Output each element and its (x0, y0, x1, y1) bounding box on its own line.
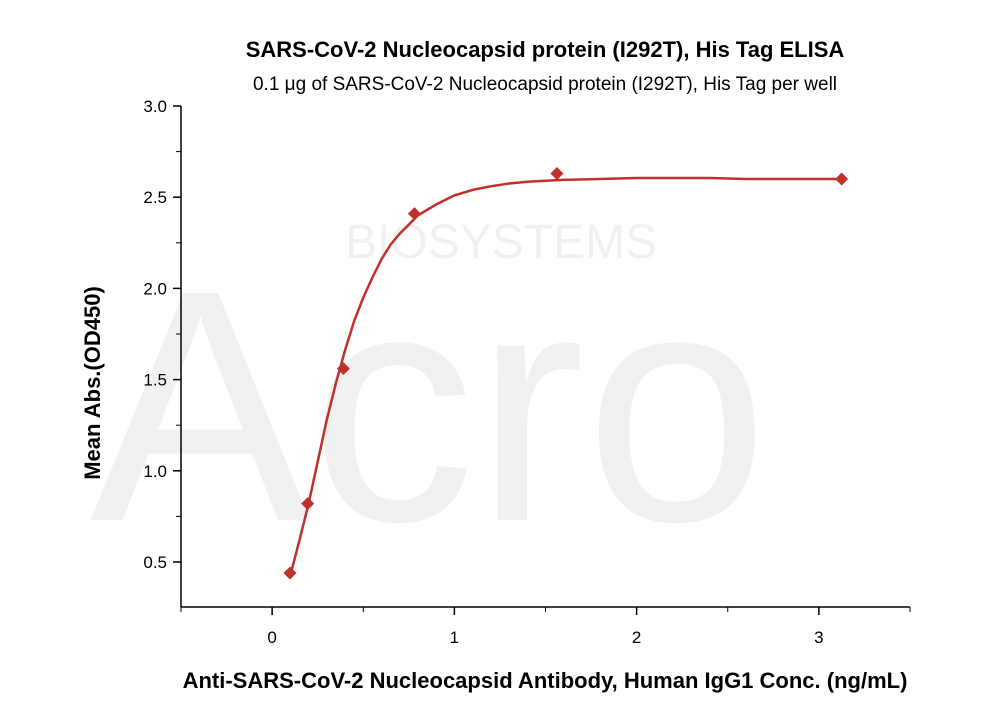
data-point (336, 362, 350, 376)
x-tick-label: 1 (450, 628, 459, 647)
y-tick-label: 3.0 (143, 97, 167, 116)
x-tick-label: 3 (814, 628, 823, 647)
data-point (835, 172, 849, 186)
x-axis-label: Anti-SARS-CoV-2 Nucleocapsid Antibody, H… (183, 668, 908, 693)
y-axis-ticks: 0.5 1.0 1.5 2.0 2.5 3.0 (143, 97, 181, 572)
data-point (550, 166, 564, 180)
x-axis-ticks: 0 1 2 3 (180, 607, 911, 647)
x-tick-label: 2 (632, 628, 641, 647)
y-axis-label: Mean Abs.(OD450) (80, 286, 105, 480)
watermark-logo-text: Acro (90, 221, 769, 590)
y-tick-label: 2.5 (143, 188, 167, 207)
chart-title: SARS-CoV-2 Nucleocapsid protein (I292T),… (246, 37, 845, 62)
y-tick-label: 1.0 (143, 462, 167, 481)
chart-subtitle: 0.1 μg of SARS-CoV-2 Nucleocapsid protei… (253, 74, 837, 95)
y-tick-label: 0.5 (143, 553, 167, 572)
data-point (407, 207, 421, 221)
data-point (301, 497, 315, 511)
data-point (283, 566, 297, 580)
y-tick-label: 1.5 (143, 371, 167, 390)
y-tick-label: 2.0 (143, 279, 167, 298)
watermark: Acro BIOSYSTEMS (90, 216, 769, 590)
x-tick-label: 0 (267, 628, 276, 647)
data-points (283, 166, 849, 580)
fit-curve (288, 176, 842, 577)
watermark-company-text: BIOSYSTEMS (345, 216, 657, 269)
